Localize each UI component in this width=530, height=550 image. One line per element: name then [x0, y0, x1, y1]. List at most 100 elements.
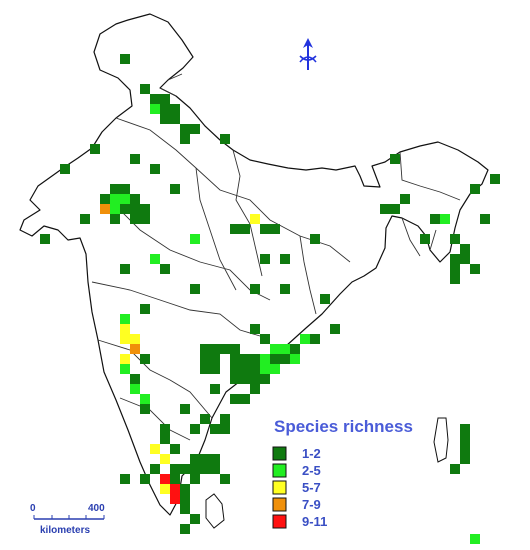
richness-cell — [320, 294, 330, 304]
richness-cell — [190, 474, 200, 484]
richness-cell — [240, 354, 250, 364]
richness-cell — [260, 364, 270, 374]
richness-cell — [160, 264, 170, 274]
richness-cell — [110, 194, 120, 204]
richness-cell — [450, 234, 460, 244]
richness-cell — [80, 214, 90, 224]
richness-cell — [180, 124, 190, 134]
richness-cell — [190, 454, 200, 464]
richness-cell — [210, 364, 220, 374]
richness-cell — [120, 204, 130, 214]
richness-cell — [310, 334, 320, 344]
richness-cell — [130, 334, 140, 344]
legend-title: Species richness — [274, 417, 413, 436]
richness-cell — [150, 104, 160, 114]
legend-swatch — [272, 480, 287, 495]
richness-cell — [280, 254, 290, 264]
map-decorations: Species richness 1-2 2-5 5-7 7-9 9-11 0 400 kilo… — [30, 38, 413, 536]
richness-cell — [180, 524, 190, 534]
richness-cell — [230, 344, 240, 354]
richness-cell — [470, 184, 480, 194]
richness-cell — [110, 184, 120, 194]
richness-cell — [180, 484, 190, 494]
richness-cell — [130, 204, 140, 214]
richness-cell — [100, 204, 110, 214]
india-outline — [19, 13, 489, 516]
richness-cell — [190, 234, 200, 244]
richness-cell — [120, 334, 130, 344]
richness-cell — [220, 474, 230, 484]
richness-cell — [250, 284, 260, 294]
richness-cell — [130, 374, 140, 384]
richness-cell — [140, 404, 150, 414]
richness-cell — [450, 254, 460, 264]
richness-cell — [150, 464, 160, 474]
richness-cell — [220, 424, 230, 434]
richness-cell — [170, 114, 180, 124]
richness-cell — [440, 214, 450, 224]
sri-lanka-outline — [205, 493, 225, 529]
legend-swatch — [272, 446, 287, 461]
richness-cell — [460, 254, 470, 264]
richness-cell — [200, 414, 210, 424]
richness-cell — [170, 104, 180, 114]
richness-cell — [210, 454, 220, 464]
richness-cell — [160, 104, 170, 114]
richness-cell — [270, 224, 280, 234]
richness-cell — [180, 404, 190, 414]
richness-cell — [120, 364, 130, 374]
richness-cell — [180, 134, 190, 144]
richness-cell — [460, 244, 470, 254]
richness-cell — [260, 354, 270, 364]
richness-cell — [180, 464, 190, 474]
richness-cell — [180, 504, 190, 514]
richness-cell — [290, 354, 300, 364]
richness-cell — [270, 364, 280, 374]
richness-cell — [300, 334, 310, 344]
richness-cell — [120, 474, 130, 484]
richness-cell — [480, 214, 490, 224]
richness-cell — [290, 344, 300, 354]
richness-cell — [140, 474, 150, 484]
richness-cell — [170, 494, 180, 504]
scale-unit-label: kilometers — [40, 525, 90, 536]
richness-cell — [150, 164, 160, 174]
legend-label: 9-11 — [302, 514, 327, 529]
richness-cell — [190, 514, 200, 524]
richness-cell — [210, 344, 220, 354]
richness-cell — [460, 454, 470, 464]
richness-cell — [230, 354, 240, 364]
richness-cell — [200, 344, 210, 354]
richness-cell — [470, 534, 480, 544]
richness-cell — [460, 444, 470, 454]
richness-cell — [450, 274, 460, 284]
richness-cell — [380, 204, 390, 214]
richness-cell — [310, 234, 320, 244]
richness-cell — [260, 254, 270, 264]
andaman-islands — [433, 417, 449, 463]
richness-cell — [120, 264, 130, 274]
richness-cell — [120, 194, 130, 204]
legend-swatch — [272, 514, 287, 529]
richness-cell — [60, 164, 70, 174]
richness-cell — [140, 354, 150, 364]
richness-cell — [190, 424, 200, 434]
richness-cell — [490, 174, 500, 184]
richness-cell — [180, 494, 190, 504]
richness-cell — [240, 364, 250, 374]
richness-cell — [240, 394, 250, 404]
richness-cells — [40, 54, 500, 544]
richness-cell — [470, 264, 480, 274]
richness-cell — [210, 464, 220, 474]
legend-label: 2-5 — [302, 463, 321, 478]
richness-cell — [460, 434, 470, 444]
richness-cell — [150, 94, 160, 104]
scale-end-label: 400 — [88, 503, 105, 514]
internal-boundaries — [91, 73, 461, 441]
richness-cell — [120, 314, 130, 324]
richness-cell — [160, 94, 170, 104]
richness-cell — [160, 484, 170, 494]
richness-cell — [390, 154, 400, 164]
richness-cell — [150, 254, 160, 264]
